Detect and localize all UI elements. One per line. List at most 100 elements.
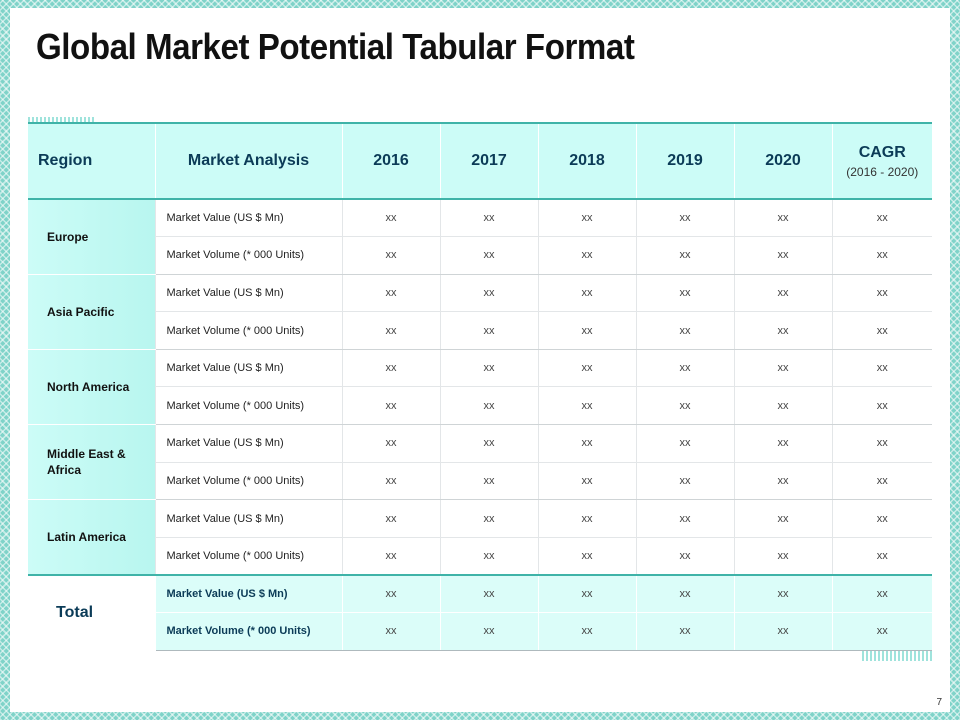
value-cell: xx xyxy=(341,274,440,313)
value-cell: xx xyxy=(439,274,538,313)
header-market-analysis: Market Analysis xyxy=(154,122,342,200)
metric-label: Market Value (US $ Mn) xyxy=(154,499,342,538)
value-cell: xx xyxy=(537,462,636,501)
value-cell: xx xyxy=(635,199,734,238)
slide-title: Global Market Potential Tabular Format xyxy=(36,26,635,67)
value-cell: xx xyxy=(733,499,832,538)
value-cell: xx xyxy=(341,424,440,463)
value-cell: xx xyxy=(831,311,932,350)
value-cell: xx xyxy=(439,349,538,388)
value-cell: xx xyxy=(341,386,440,426)
value-cell: xx xyxy=(439,462,538,501)
value-cell: xx xyxy=(635,236,734,275)
value-cell: xx xyxy=(439,236,538,275)
value-cell: xx xyxy=(635,311,734,350)
region-name: Latin America xyxy=(28,499,155,576)
value-cell: xx xyxy=(537,349,636,388)
table-row: Middle East & Africa Market Value (US $ M… xyxy=(28,424,932,501)
table-header-row: Region Market Analysis 2016 2017 2018 20… xyxy=(28,122,932,200)
value-cell: xx xyxy=(733,573,832,614)
value-cell: xx xyxy=(341,462,440,501)
decorative-stripe-bottom xyxy=(862,651,932,661)
value-cell: xx xyxy=(831,424,932,463)
value-cell: xx xyxy=(439,612,538,651)
value-cell: xx xyxy=(831,236,932,275)
value-cell: xx xyxy=(635,462,734,501)
value-cell: xx xyxy=(733,199,832,238)
value-cell: xx xyxy=(831,612,932,651)
value-cell: xx xyxy=(831,573,932,614)
value-cell: xx xyxy=(341,236,440,275)
page-number: 7 xyxy=(936,697,942,708)
value-cell: xx xyxy=(733,424,832,463)
value-cell: xx xyxy=(341,311,440,350)
metric-label: Market Volume (* 000 Units) xyxy=(154,236,342,275)
value-cell: xx xyxy=(733,537,832,576)
metric-label: Market Volume (* 000 Units) xyxy=(154,386,342,426)
value-cell: xx xyxy=(439,499,538,538)
value-cell: xx xyxy=(831,274,932,313)
metric-label: Market Value (US $ Mn) xyxy=(154,274,342,313)
value-cell: xx xyxy=(439,311,538,350)
value-cell: xx xyxy=(831,349,932,388)
value-cell: xx xyxy=(831,386,932,426)
table-row: Market Volume (* 000 Units) xx xx xx xx xx xx xyxy=(28,386,932,426)
table-row: Latin America Market Value (US $ Mn) xx xx x… xyxy=(28,499,932,576)
value-cell: xx xyxy=(537,199,636,238)
value-cell: xx xyxy=(831,537,932,576)
metric-label: Market Value (US $ Mn) xyxy=(154,199,342,238)
value-cell: xx xyxy=(537,424,636,463)
value-cell: xx xyxy=(537,499,636,538)
slide: Global Market Potential Tabular Format R… xyxy=(10,8,950,712)
value-cell: xx xyxy=(537,573,636,614)
value-cell: xx xyxy=(439,573,538,614)
value-cell: xx xyxy=(635,573,734,614)
value-cell: xx xyxy=(831,499,932,538)
value-cell: xx xyxy=(635,274,734,313)
header-cagr-range: (2016 - 2020) xyxy=(846,164,919,179)
value-cell: xx xyxy=(439,199,538,238)
value-cell: xx xyxy=(635,424,734,463)
region-name: North America xyxy=(28,349,155,426)
table-row: Total Market Value (US $ Mn) xx xx xx xx xx xx xyxy=(28,573,932,651)
metric-label: Market Volume (* 000 Units) xyxy=(154,537,342,576)
header-year-2018: 2018 xyxy=(537,122,636,200)
value-cell: xx xyxy=(439,424,538,463)
value-cell: xx xyxy=(341,199,440,238)
value-cell: xx xyxy=(831,462,932,501)
value-cell: xx xyxy=(341,537,440,576)
region-name: Asia Pacific xyxy=(28,274,155,350)
value-cell: xx xyxy=(635,349,734,388)
table-row: Market Volume (* 000 Units) xx xx xx xx xx xx xyxy=(28,236,932,275)
header-cagr-title: CAGR xyxy=(858,143,906,161)
value-cell: xx xyxy=(635,499,734,538)
value-cell: xx xyxy=(341,573,440,614)
total-label: Total xyxy=(28,573,155,651)
market-potential-table: Region Market Analysis 2016 2017 2018 20… xyxy=(28,122,932,651)
value-cell: xx xyxy=(439,537,538,576)
region-name: Europe xyxy=(28,199,155,275)
value-cell: xx xyxy=(341,349,440,388)
region-name: Middle East & Africa xyxy=(28,424,155,501)
metric-label: Market Volume (* 000 Units) xyxy=(154,612,342,651)
value-cell: xx xyxy=(537,274,636,313)
metric-label: Market Volume (* 000 Units) xyxy=(154,462,342,501)
header-year-2019: 2019 xyxy=(635,122,734,200)
table-row: Europe Market Value (US $ Mn) xx xx xx xx xx xx xyxy=(28,199,932,275)
value-cell: xx xyxy=(733,462,832,501)
market-table-container: Region Market Analysis 2016 2017 2018 20… xyxy=(28,122,932,651)
header-cagr: CAGR (2016 - 2020) xyxy=(831,122,932,200)
decorative-stripe-top xyxy=(28,117,96,127)
value-cell: xx xyxy=(537,236,636,275)
table-row: Market Volume (* 000 Units) xx xx xx xx xx xx xyxy=(28,612,932,651)
value-cell: xx xyxy=(537,386,636,426)
value-cell: xx xyxy=(341,612,440,651)
value-cell: xx xyxy=(635,612,734,651)
value-cell: xx xyxy=(635,386,734,426)
table-row: Market Volume (* 000 Units) xx xx xx xx xx xx xyxy=(28,462,932,501)
value-cell: xx xyxy=(537,537,636,576)
metric-label: Market Volume (* 000 Units) xyxy=(154,311,342,350)
header-region: Region xyxy=(28,122,155,200)
value-cell: xx xyxy=(537,311,636,350)
table-row: Market Volume (* 000 Units) xx xx xx xx xx xx xyxy=(28,311,932,350)
